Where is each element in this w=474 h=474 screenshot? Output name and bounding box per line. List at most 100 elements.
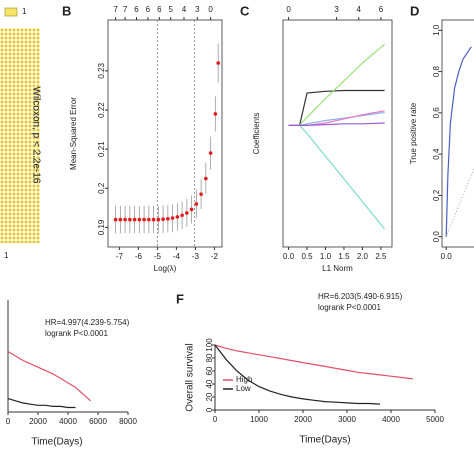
point (161, 217, 165, 222)
top-tick-label: 0 (286, 5, 291, 14)
x-tick-label: 5000 (426, 415, 444, 424)
point (132, 217, 137, 222)
x-tick-label: 3000 (338, 415, 356, 424)
x-tick-label: 4000 (382, 415, 400, 424)
panel: 0 2000 4000 6000 8000 Time(Days) HR=4.997(4.23… (6, 300, 137, 448)
point (185, 211, 189, 215)
y-tick-label: 0.4 (432, 148, 441, 160)
y-tick-label: 0 (205, 407, 214, 412)
series-line (7, 398, 76, 409)
x-axis-label: L1 Norm (322, 264, 353, 273)
point (147, 217, 151, 222)
legend-label: High (236, 375, 252, 384)
series-line (214, 344, 414, 380)
x-tick-label: 1.0 (320, 252, 332, 261)
point (151, 217, 156, 222)
y-tick-label: 0.8 (432, 65, 441, 77)
legend-label: 1 (22, 7, 27, 16)
y-tick-label: 40 (205, 379, 214, 388)
x-tick-label: 4000 (59, 417, 77, 426)
top-tick-label: 3 (334, 5, 339, 14)
y-tick-label: 20 (205, 392, 214, 401)
point (113, 217, 118, 222)
series-line (288, 124, 386, 230)
y-axis-label: True positive rate (409, 102, 418, 164)
x-tick-label: 2000 (29, 417, 47, 426)
y-tick-label: 0.19 (97, 219, 106, 235)
x-tick-label: 1 (4, 251, 9, 260)
x-axis-label: Time(Days) (299, 435, 350, 446)
x-tick-label: 6000 (89, 417, 107, 426)
top-tick-label: 6 (146, 5, 151, 14)
plot-frame (282, 19, 393, 248)
x-tick-label: 1.5 (338, 252, 350, 261)
point (123, 217, 127, 222)
panel-label: D (410, 3, 419, 18)
top-tick-label: 4 (182, 5, 187, 14)
annotation: Wilcoxon, p < 2.2e-16 (30, 87, 41, 184)
panel: B-7 -6 -5 -4 -3 -27 7 6 6 6 5 4 3 00.190.20.210.220.2… (62, 3, 223, 273)
x-tick-label: -3 (192, 252, 200, 261)
y-axis-label: Overall survival (185, 343, 196, 411)
top-tick-label: 7 (123, 5, 128, 14)
x-tick-label: 0.0 (441, 252, 453, 261)
annotation: logrank P<0.0001 (45, 329, 108, 338)
y-tick-label: 0.22 (97, 102, 106, 118)
x-tick-label: 2.5 (375, 252, 387, 261)
x-tick-label: -2 (211, 252, 219, 261)
x-tick-label: 0 (213, 415, 218, 424)
point (137, 217, 142, 222)
y-tick-label: 0.21 (97, 141, 106, 157)
point (213, 112, 218, 116)
point (208, 151, 213, 155)
annotation: HR=6.203(5.490-6.915) (318, 292, 403, 301)
top-tick-label: 6 (157, 5, 162, 14)
x-tick-label: -4 (173, 252, 181, 261)
panel-label: F (176, 291, 184, 306)
series-line (288, 122, 385, 126)
y-tick-label: 80 (205, 353, 214, 362)
top-tick-label: 3 (195, 5, 200, 14)
point (118, 217, 123, 222)
x-tick-label: 0 (6, 417, 11, 426)
top-tick-label: 5 (168, 5, 173, 14)
y-tick-label: 0.2 (97, 182, 106, 194)
panel-label: B (62, 3, 71, 18)
top-tick-label: 6 (379, 5, 384, 14)
x-axis-label: Log(λ) (154, 264, 177, 273)
point (175, 215, 180, 219)
y-tick-label: 0.0 (432, 231, 441, 243)
x-tick-label: -6 (135, 252, 143, 261)
panel-label: C (240, 3, 250, 18)
y-tick-label: 0.23 (97, 63, 106, 79)
series-line (7, 350, 91, 402)
x-axis-label: Time(Days) (31, 437, 82, 448)
panel: D 0.00.0 0.2 0.4 0.6 0.8 1.0 True positive rate (409, 3, 474, 261)
top-tick-label: 7 (113, 5, 118, 14)
legend-label: Low (236, 384, 251, 393)
top-tick-label: 6 (134, 5, 139, 14)
x-tick-label: 2000 (294, 415, 312, 424)
x-tick-label: 0.5 (301, 252, 313, 261)
point (170, 216, 175, 220)
x-tick-label: 0.0 (283, 252, 295, 261)
panel: C 0.0 0.5 1.0 1.5 2.0 2.5 0 3 4 6 L1 Norm Coefficien… (240, 3, 393, 273)
point (128, 217, 132, 222)
legend-swatch (4, 7, 18, 17)
point (216, 61, 220, 65)
point (194, 202, 199, 206)
series-line (214, 344, 381, 405)
y-tick-label: 0.2 (432, 189, 441, 201)
x-tick-label: -5 (154, 252, 162, 261)
x-tick-label: 1000 (250, 415, 268, 424)
point (166, 217, 170, 221)
top-tick-label: 4 (357, 5, 362, 14)
x-tick-label: 2.0 (357, 252, 369, 261)
y-axis-label: Coefficients (252, 113, 261, 155)
point (199, 192, 203, 196)
x-tick-label: -7 (116, 252, 124, 261)
x-tick-label: 8000 (119, 417, 137, 426)
y-tick-label: 60 (205, 366, 214, 375)
